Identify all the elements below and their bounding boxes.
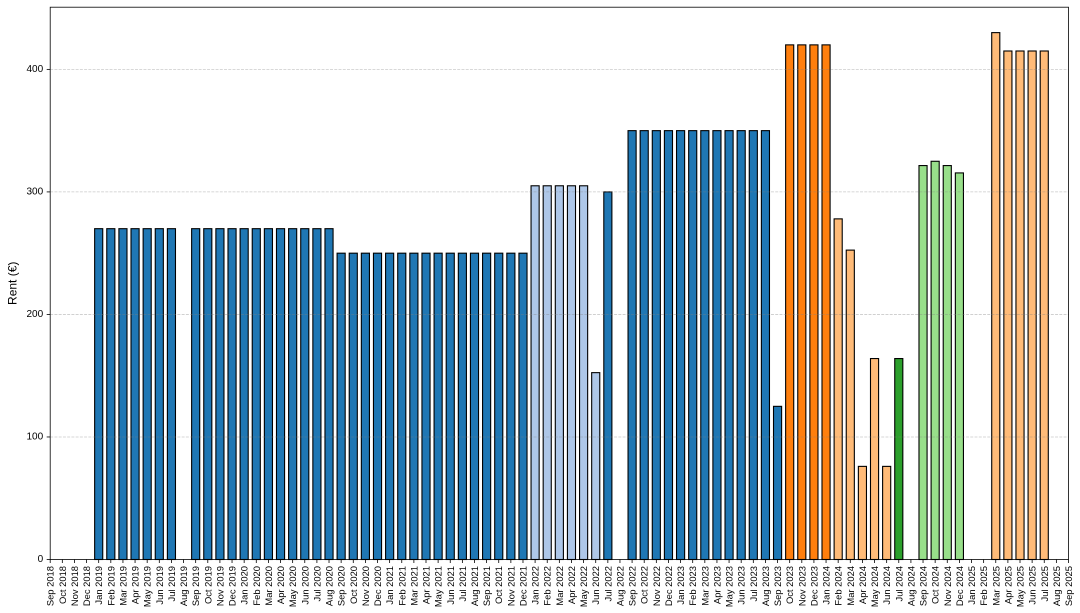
svg-text:Apr 2021: Apr 2021 — [421, 566, 432, 604]
svg-text:Feb 2023: Feb 2023 — [687, 566, 698, 606]
svg-text:Rent (€): Rent (€) — [6, 262, 20, 305]
svg-text:Jul 2022: Jul 2022 — [602, 566, 613, 601]
svg-text:Mar 2020: Mar 2020 — [263, 566, 274, 606]
svg-text:Oct 2019: Oct 2019 — [202, 566, 213, 604]
svg-text:May 2020: May 2020 — [287, 566, 298, 607]
svg-text:Nov 2022: Nov 2022 — [651, 566, 662, 606]
svg-text:May 2023: May 2023 — [724, 566, 735, 607]
svg-text:Feb 2019: Feb 2019 — [105, 566, 116, 606]
svg-text:Sep 2023: Sep 2023 — [772, 566, 783, 606]
svg-text:Dec 2024: Dec 2024 — [954, 566, 965, 606]
svg-text:Sep 2019: Sep 2019 — [190, 566, 201, 606]
svg-text:Sep 2022: Sep 2022 — [627, 566, 638, 606]
svg-text:Mar 2023: Mar 2023 — [699, 566, 710, 606]
svg-text:Apr 2019: Apr 2019 — [130, 566, 141, 604]
svg-text:Dec 2020: Dec 2020 — [372, 566, 383, 606]
svg-text:Apr 2020: Apr 2020 — [275, 566, 286, 604]
svg-text:Jul 2019: Jul 2019 — [166, 566, 177, 601]
svg-text:Aug 2024: Aug 2024 — [905, 566, 916, 606]
svg-text:Oct 2023: Oct 2023 — [784, 566, 795, 604]
svg-text:Dec 2019: Dec 2019 — [227, 566, 238, 606]
svg-text:Apr 2024: Apr 2024 — [857, 566, 868, 604]
svg-text:Nov 2021: Nov 2021 — [505, 566, 516, 606]
svg-text:400: 400 — [27, 64, 44, 75]
svg-text:Oct 2024: Oct 2024 — [930, 566, 941, 604]
svg-text:May 2025: May 2025 — [1015, 566, 1026, 607]
svg-text:Aug 2022: Aug 2022 — [614, 566, 625, 606]
svg-text:Oct 2022: Oct 2022 — [639, 566, 650, 604]
svg-text:Aug 2023: Aug 2023 — [760, 566, 771, 606]
svg-text:Feb 2024: Feb 2024 — [833, 566, 844, 606]
svg-text:Jul 2024: Jul 2024 — [893, 566, 904, 601]
svg-text:Nov 2020: Nov 2020 — [360, 566, 371, 606]
svg-text:Sep 2020: Sep 2020 — [336, 566, 347, 606]
svg-text:Oct 2020: Oct 2020 — [348, 566, 359, 604]
svg-text:Aug 2025: Aug 2025 — [1051, 566, 1062, 606]
svg-text:Jan 2022: Jan 2022 — [530, 566, 541, 605]
svg-text:Sep 2024: Sep 2024 — [918, 566, 929, 606]
svg-text:Apr 2023: Apr 2023 — [711, 566, 722, 604]
svg-text:200: 200 — [27, 309, 44, 320]
svg-text:Aug 2021: Aug 2021 — [469, 566, 480, 606]
svg-text:Nov 2018: Nov 2018 — [69, 566, 80, 606]
svg-text:Mar 2025: Mar 2025 — [990, 566, 1001, 606]
svg-text:Mar 2021: Mar 2021 — [408, 566, 419, 606]
svg-text:100: 100 — [27, 431, 44, 442]
svg-text:May 2019: May 2019 — [142, 566, 153, 607]
svg-text:0: 0 — [38, 554, 44, 565]
svg-text:Jan 2023: Jan 2023 — [675, 566, 686, 605]
svg-text:Mar 2022: Mar 2022 — [554, 566, 565, 606]
svg-text:300: 300 — [27, 186, 44, 197]
svg-text:Apr 2022: Apr 2022 — [566, 566, 577, 604]
svg-text:Dec 2018: Dec 2018 — [81, 566, 92, 606]
svg-text:Dec 2021: Dec 2021 — [517, 566, 528, 606]
svg-text:Jan 2024: Jan 2024 — [821, 566, 832, 605]
svg-text:Feb 2021: Feb 2021 — [396, 566, 407, 606]
svg-text:Feb 2022: Feb 2022 — [542, 566, 553, 606]
svg-text:Sep 2018: Sep 2018 — [45, 566, 56, 606]
svg-text:May 2024: May 2024 — [869, 566, 880, 607]
svg-text:Oct 2021: Oct 2021 — [493, 566, 504, 604]
svg-text:Oct 2018: Oct 2018 — [57, 566, 68, 604]
svg-text:Apr 2025: Apr 2025 — [1002, 566, 1013, 604]
svg-text:Mar 2019: Mar 2019 — [117, 566, 128, 606]
svg-text:May 2022: May 2022 — [578, 566, 589, 607]
svg-text:Jul 2025: Jul 2025 — [1039, 566, 1050, 601]
svg-text:Feb 2025: Feb 2025 — [978, 566, 989, 606]
svg-text:Nov 2023: Nov 2023 — [796, 566, 807, 606]
svg-text:Jan 2025: Jan 2025 — [966, 566, 977, 605]
svg-text:Aug 2020: Aug 2020 — [324, 566, 335, 606]
svg-text:Jan 2020: Jan 2020 — [239, 566, 250, 605]
svg-text:Jun 2023: Jun 2023 — [736, 566, 747, 605]
svg-text:May 2021: May 2021 — [433, 566, 444, 607]
svg-text:Nov 2024: Nov 2024 — [942, 566, 953, 606]
svg-text:Jul 2020: Jul 2020 — [311, 566, 322, 601]
svg-text:Jan 2019: Jan 2019 — [93, 566, 104, 605]
svg-text:Nov 2019: Nov 2019 — [214, 566, 225, 606]
svg-text:Dec 2023: Dec 2023 — [808, 566, 819, 606]
svg-text:Jun 2024: Jun 2024 — [881, 566, 892, 605]
svg-text:Sep 2021: Sep 2021 — [481, 566, 492, 606]
svg-text:Feb 2020: Feb 2020 — [251, 566, 262, 606]
svg-text:Jul 2021: Jul 2021 — [457, 566, 468, 601]
svg-text:Dec 2022: Dec 2022 — [663, 566, 674, 606]
svg-text:Mar 2024: Mar 2024 — [845, 566, 856, 606]
svg-text:Jan 2021: Jan 2021 — [384, 566, 395, 605]
svg-text:Jun 2020: Jun 2020 — [299, 566, 310, 605]
svg-text:Jul 2023: Jul 2023 — [748, 566, 759, 601]
svg-text:Jun 2021: Jun 2021 — [445, 566, 456, 605]
svg-text:Jun 2022: Jun 2022 — [590, 566, 601, 605]
svg-text:Sep 2025: Sep 2025 — [1063, 566, 1074, 606]
svg-text:Jun 2019: Jun 2019 — [154, 566, 165, 605]
svg-text:Jun 2025: Jun 2025 — [1027, 566, 1038, 605]
svg-text:Aug 2019: Aug 2019 — [178, 566, 189, 606]
